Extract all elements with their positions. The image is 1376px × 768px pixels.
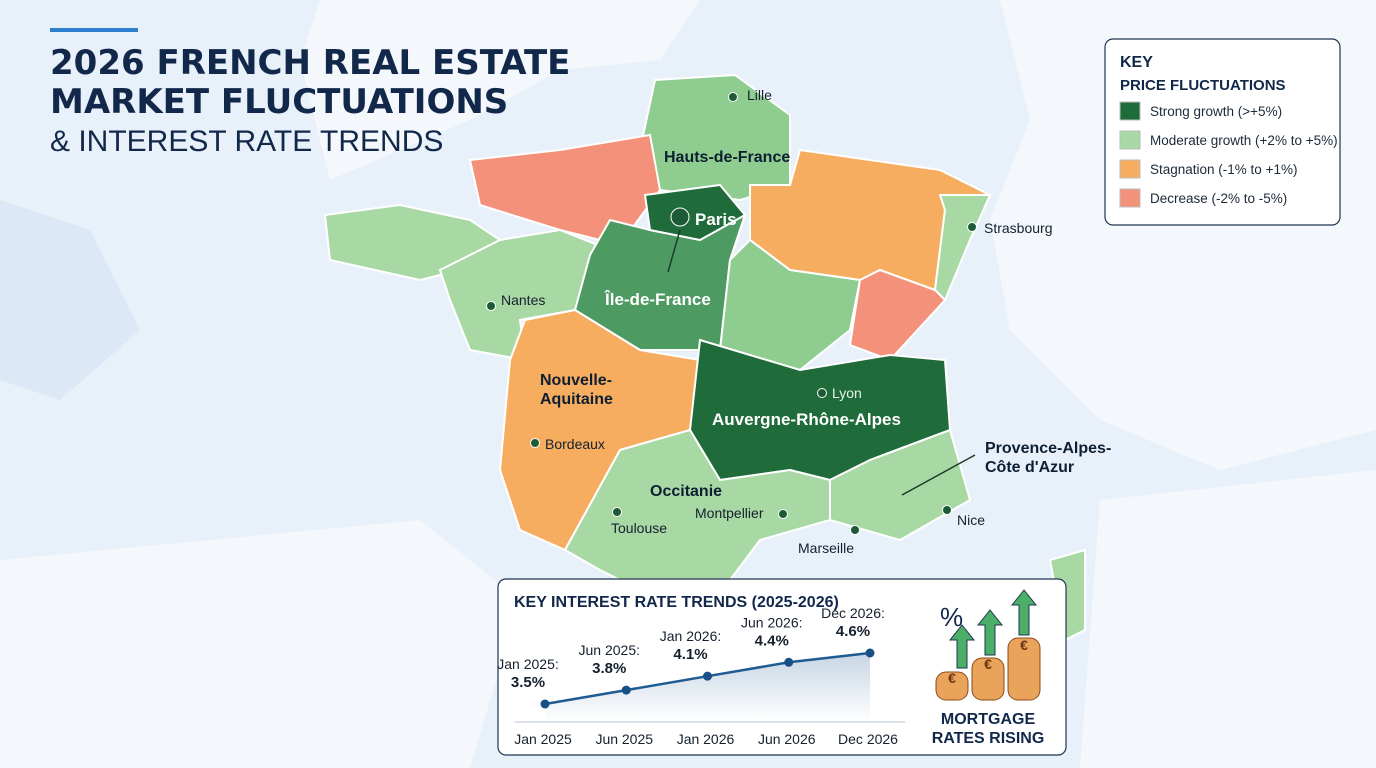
- arrow-icon: [976, 609, 1004, 656]
- point-label: Jun 2026:: [741, 614, 803, 630]
- city-dot: [728, 92, 738, 102]
- x-tick-label: Dec 2026: [838, 731, 898, 747]
- badge: % € € € MORTGAGE RATES RISING: [932, 589, 1045, 747]
- point-label: Dec 2026:: [821, 605, 885, 621]
- point: [865, 648, 875, 658]
- legend-swatch: [1119, 188, 1141, 208]
- accent-bar: [50, 28, 138, 32]
- point: [703, 671, 712, 681]
- x-tick-label: Jan 2025: [514, 731, 572, 747]
- point-label: Jan 2026:: [660, 628, 722, 644]
- city-dot: [778, 509, 788, 519]
- coin-symbol: €: [984, 656, 992, 672]
- city-label: Lille: [747, 87, 772, 103]
- city-dot: [942, 505, 952, 515]
- legend-box: [1104, 38, 1341, 226]
- legend-title: KEY: [1120, 54, 1153, 71]
- point: [540, 699, 550, 709]
- region-label: Auvergne-Rhône-Alpes: [712, 410, 901, 429]
- point-label: Jun 2025:: [579, 642, 641, 658]
- subtitle: & INTEREST RATE TRENDS: [50, 125, 443, 158]
- region-label: Provence-Alpes-Côte d'Azur: [985, 440, 1111, 476]
- coin-stack: [971, 657, 1005, 701]
- title: 2026 FRENCH REAL ESTATE: [50, 43, 570, 83]
- city-label: Lyon: [832, 385, 862, 401]
- region-label: Hauts-de-France: [664, 149, 790, 166]
- legend-label: Stagnation (-1% to +1%): [1150, 162, 1297, 177]
- coin-symbol: €: [948, 670, 956, 686]
- france-map: [323, 73, 1086, 642]
- city-dot: [612, 507, 622, 517]
- legend-label: Strong growth (>+5%): [1150, 104, 1282, 119]
- city-label: Nantes: [501, 292, 545, 308]
- region: [643, 183, 747, 242]
- value-label: 3.5%: [511, 674, 545, 691]
- city-dot: [530, 438, 540, 448]
- point: [784, 657, 794, 667]
- arrow-icon: [1010, 589, 1038, 636]
- coin-stack: [1007, 637, 1041, 701]
- region: [848, 268, 947, 362]
- value-label: 4.4%: [755, 632, 789, 649]
- arrow-icon: [948, 624, 976, 669]
- land: [300, 0, 700, 180]
- city-label: Nice: [957, 512, 985, 528]
- city-label: Strasbourg: [984, 220, 1052, 236]
- title: MARKET FLUCTUATIONS: [50, 82, 508, 122]
- chart-title: KEY INTEREST RATE TRENDS (2025-2026): [514, 594, 839, 611]
- land: [0, 520, 520, 768]
- x-tick-label: Jan 2026: [677, 731, 735, 747]
- value-label: 4.6%: [836, 623, 870, 640]
- city-dot: [670, 207, 690, 227]
- region-label: Paris: [695, 210, 737, 229]
- value-label: 3.8%: [592, 660, 626, 677]
- city-label: Marseille: [798, 540, 854, 556]
- leader-line: [901, 454, 976, 496]
- legend-label: Moderate growth (+2% to +5%): [1150, 133, 1338, 148]
- city-label: Bordeaux: [545, 436, 605, 452]
- region: [563, 428, 831, 602]
- coin-stack: [935, 671, 969, 701]
- city-dot: [967, 222, 977, 232]
- x-tick-label: Jun 2026: [758, 731, 816, 747]
- region: [468, 133, 662, 247]
- cities: Lille Strasbourg Nantes Lyon Bordeaux To…: [486, 87, 1052, 556]
- land: [1080, 470, 1376, 768]
- point-label: Jan 2025:: [497, 656, 559, 672]
- land: [0, 200, 140, 400]
- rate-chart: KEY INTEREST RATE TRENDS (2025-2026) Jan…: [497, 578, 1067, 756]
- legend-swatch: [1119, 130, 1141, 150]
- leader-line: [667, 229, 681, 273]
- legend-swatch: [1119, 101, 1141, 121]
- area: [545, 653, 870, 722]
- city-dot: [486, 301, 496, 311]
- point: [621, 685, 631, 695]
- badge-icon: %: [940, 602, 963, 632]
- badge-text: RATES RISING: [932, 730, 1045, 747]
- legend-label: Decrease (-2% to -5%): [1150, 191, 1287, 206]
- region-label: Nouvelle-Aquitaine: [540, 372, 613, 408]
- badge-text: MORTGAGE: [941, 711, 1036, 728]
- city-dot: [850, 525, 860, 535]
- city-label: Montpellier: [695, 505, 764, 521]
- value-label: 4.1%: [673, 646, 707, 663]
- coin-symbol: €: [1020, 637, 1028, 653]
- region-label: Île-de-France: [604, 290, 711, 309]
- legend: KEY PRICE FLUCTUATIONS Strong growth (>+…: [1104, 38, 1341, 226]
- city-dot: [817, 388, 827, 398]
- region-label: Occitanie: [650, 483, 722, 500]
- legend-swatch: [1119, 159, 1141, 179]
- city-label: Toulouse: [611, 520, 667, 536]
- x-tick-label: Jun 2025: [595, 731, 653, 747]
- legend-subtitle: PRICE FLUCTUATIONS: [1120, 77, 1286, 94]
